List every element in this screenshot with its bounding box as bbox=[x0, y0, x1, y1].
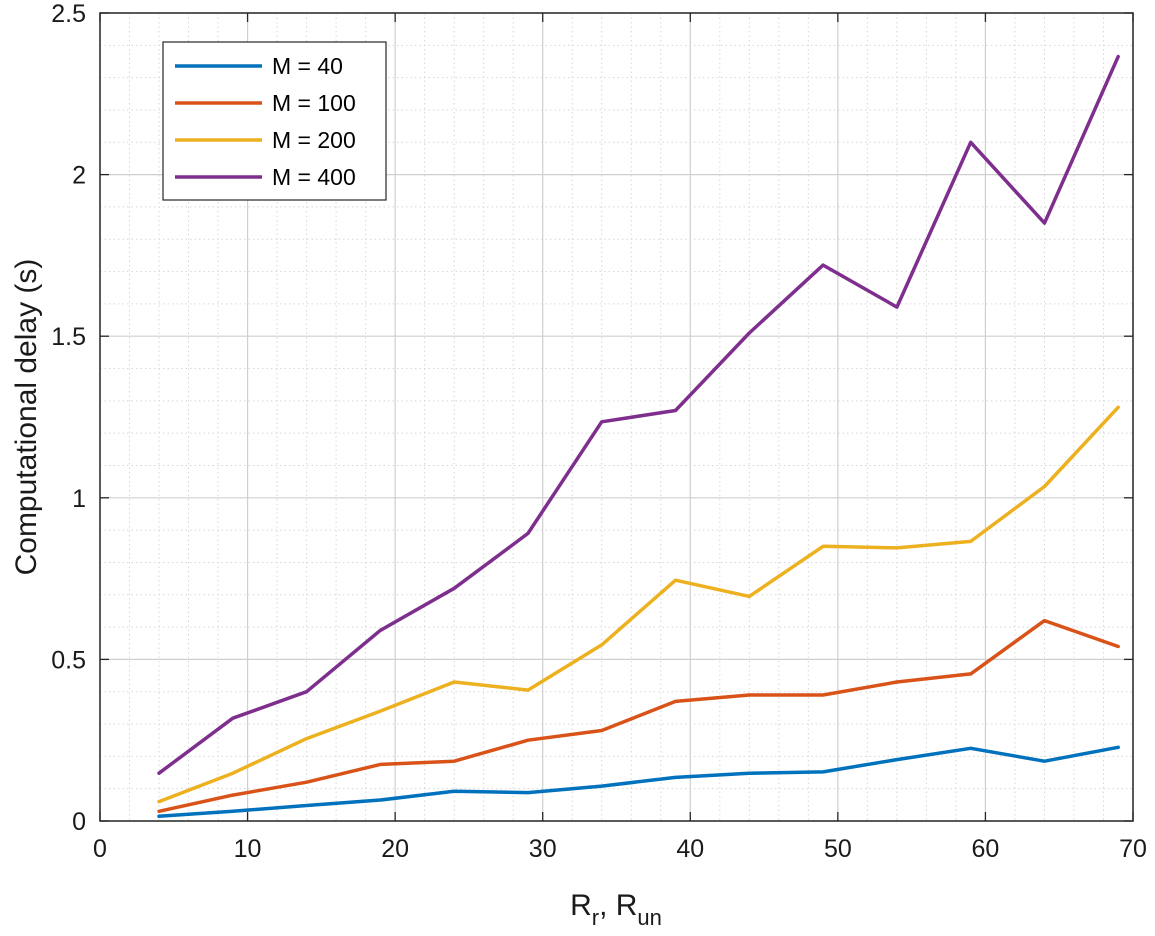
y-tick-label: 1 bbox=[72, 485, 86, 513]
legend-label-2: M = 200 bbox=[272, 127, 356, 153]
x-tick-label: 20 bbox=[381, 835, 409, 863]
x-tick-label: 60 bbox=[972, 835, 1000, 863]
x-axis-label: Rr, Run bbox=[570, 889, 662, 930]
legend: M = 40 M = 100 M = 200 M = 400 bbox=[162, 41, 387, 201]
y-tick-label: 0.5 bbox=[51, 646, 86, 674]
y-tick-labels: 0 0.5 1 1.5 2 2.5 bbox=[51, 0, 86, 836]
series-line-0 bbox=[157, 745, 1120, 818]
x-tick-label: 70 bbox=[1119, 835, 1147, 863]
y-tick-label: 0 bbox=[72, 808, 86, 836]
x-tick-label: 0 bbox=[93, 835, 107, 863]
y-tick-label: 2 bbox=[72, 162, 86, 190]
legend-label-3: M = 400 bbox=[272, 164, 356, 190]
series-line-1 bbox=[157, 618, 1120, 814]
y-tick-label: 1.5 bbox=[51, 323, 86, 351]
x-tick-label: 10 bbox=[234, 835, 262, 863]
y-axis-label: Computational delay (s) bbox=[10, 259, 43, 576]
series-line-2 bbox=[157, 405, 1120, 804]
series-lines bbox=[157, 54, 1120, 818]
axis-ticks bbox=[99, 12, 1134, 822]
series-line-3 bbox=[157, 54, 1120, 775]
y-tick-label: 2.5 bbox=[51, 0, 86, 28]
plot-frame bbox=[99, 12, 1134, 822]
x-tick-labels: 0 10 20 30 40 50 60 70 bbox=[93, 835, 1147, 863]
x-tick-label: 30 bbox=[529, 835, 557, 863]
legend-box bbox=[162, 41, 387, 201]
legend-label-0: M = 40 bbox=[272, 53, 343, 79]
x-tick-label: 40 bbox=[676, 835, 704, 863]
legend-label-1: M = 100 bbox=[272, 90, 356, 116]
x-tick-label: 50 bbox=[824, 835, 852, 863]
